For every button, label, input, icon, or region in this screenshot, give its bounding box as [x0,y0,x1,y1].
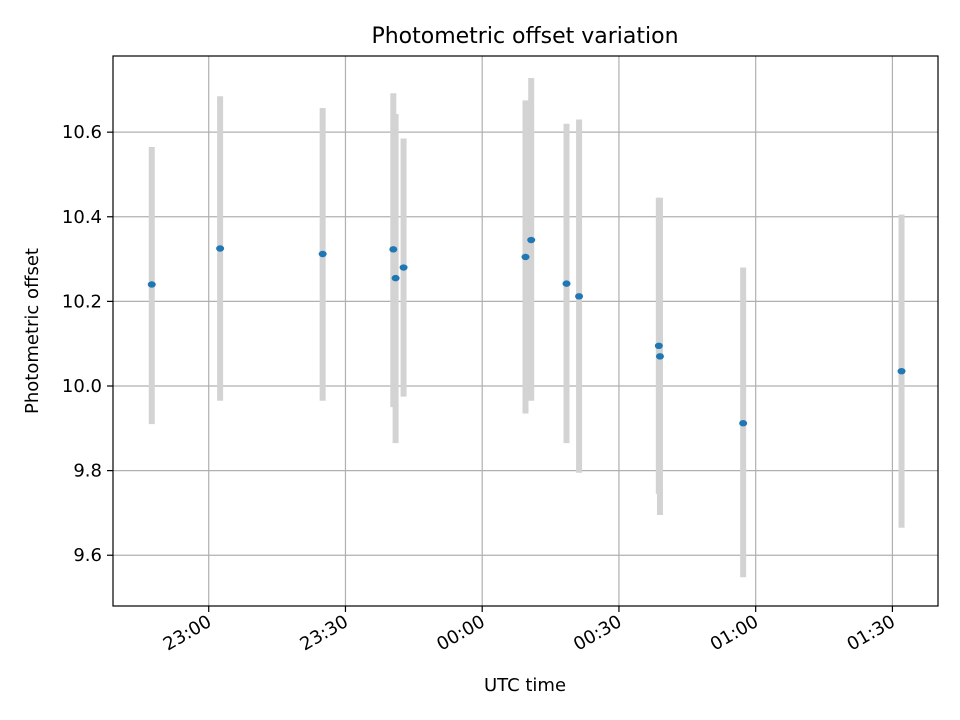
y-tick-label: 10.0 [62,376,102,397]
data-point [399,264,408,271]
data-point [527,236,536,244]
data-point [739,420,748,427]
x-axis-label: UTC time [484,675,566,696]
data-point [391,274,400,282]
y-tick-label: 10.6 [62,122,102,143]
data-point [389,246,398,253]
plot-frame [112,55,939,607]
data-point [897,367,906,375]
y-tick-label: 10.2 [62,291,102,312]
data-point [655,353,664,360]
y-axis-label: Photometric offset [22,248,43,414]
y-tick-label: 9.6 [73,545,102,566]
data-point [575,293,584,300]
chart-title: Photometric offset variation [371,24,678,49]
data-point [521,253,530,261]
data-point [318,250,327,258]
data-point [216,245,225,252]
data-point [147,281,156,288]
data-point [654,342,663,350]
y-tick-label: 10.4 [62,207,102,228]
y-tick-label: 9.8 [73,461,102,482]
data-point [562,280,571,287]
point-layer [147,236,906,427]
